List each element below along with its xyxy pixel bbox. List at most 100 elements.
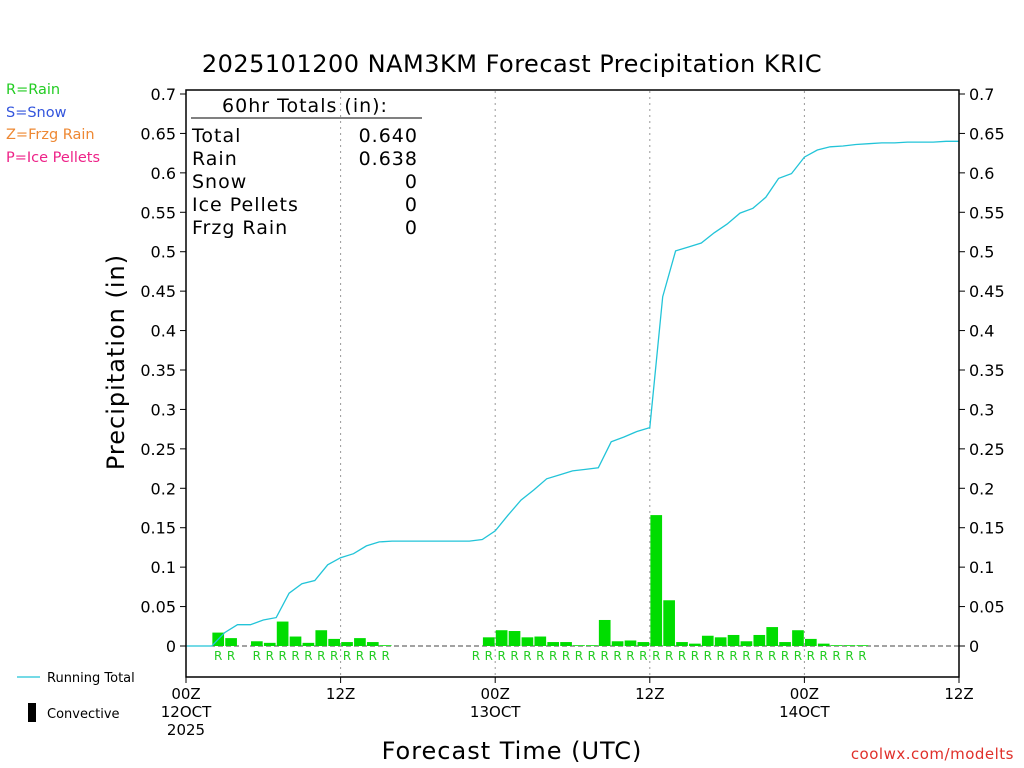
precip-bar (354, 638, 366, 646)
precip-bar (482, 637, 495, 646)
precip-type-label: R (523, 649, 531, 663)
precip-bar (547, 642, 560, 646)
precip-bar (830, 645, 843, 646)
precip-type-label: R (626, 649, 634, 663)
y-tick-label-right: 0 (969, 637, 979, 656)
y-tick-label-left: 0.3 (151, 400, 176, 419)
precip-bar (701, 635, 714, 646)
precip-bar (379, 645, 392, 646)
precip-type-label: R (227, 649, 235, 663)
precip-type-label: R (588, 649, 596, 663)
precip-bar (598, 619, 611, 646)
y-tick-label-left: 0.15 (140, 519, 176, 538)
precip-bar (585, 645, 598, 646)
precip-type-label: R (330, 649, 338, 663)
y-tick-label-right: 0.25 (969, 440, 1005, 459)
precip-type-label: R (678, 649, 686, 663)
precip-bar (276, 621, 289, 646)
y-tick-label-left: 0.45 (140, 282, 176, 301)
y-tick-label-left: 0.7 (151, 85, 176, 104)
totals-header: 60hr Totals (in): (222, 95, 388, 117)
y-tick-label-right: 0.65 (969, 124, 1005, 143)
legend-ice-pellets: P=Ice Pellets (6, 150, 101, 166)
precip-type-label: R (794, 649, 802, 663)
x-tick-label: 13OCT (470, 703, 521, 721)
precip-bar (508, 631, 521, 646)
precip-bar (779, 642, 791, 646)
y-tick-label-right: 0.45 (969, 282, 1005, 301)
precip-type-label: R (536, 649, 544, 663)
precip-type-label: R (562, 649, 570, 663)
legend-snow: S=Snow (6, 105, 67, 121)
precip-type-label: R (742, 649, 750, 663)
y-tick-label-left: 0.6 (151, 164, 176, 183)
totals-value: 0 (405, 194, 418, 216)
y-tick-label-right: 0.35 (969, 361, 1005, 380)
totals-value: 0.640 (359, 125, 418, 147)
precip-type-label: R (214, 649, 222, 663)
precip-bar (689, 643, 701, 646)
x-tick-label: 00Z (481, 685, 510, 703)
precip-type-label: R (691, 649, 699, 663)
y-tick-label-right: 0.2 (969, 479, 994, 498)
legend-rain: R=Rain (6, 82, 61, 98)
precip-type-label: R (716, 649, 724, 663)
precip-type-label: R (510, 649, 518, 663)
x-tick-label: 00Z (171, 685, 200, 703)
precip-bar (315, 630, 328, 646)
precip-type-label: R (382, 649, 390, 663)
precip-bar (289, 636, 302, 646)
precip-type-label: R (639, 649, 647, 663)
y-tick-label-right: 0.4 (969, 322, 994, 341)
precip-bar (753, 634, 766, 646)
y-tick-label-left: 0.25 (140, 440, 176, 459)
precip-bar (817, 643, 830, 646)
y-tick-label-left: 0.55 (140, 203, 176, 222)
precip-bar (624, 640, 637, 646)
precip-bar (727, 634, 740, 646)
precip-type-label: R (832, 649, 840, 663)
totals-label: Snow (192, 171, 247, 193)
precip-bar (225, 638, 237, 646)
precip-type-label: R (845, 649, 853, 663)
precip-bar (805, 638, 817, 646)
totals-label: Frzg Rain (192, 217, 288, 239)
running-total-line (186, 140, 959, 647)
legend-convective-label: Convective (47, 707, 120, 722)
precip-type-label: R (807, 649, 815, 663)
precip-type-label: R (291, 649, 299, 663)
precip-type-label: R (613, 649, 621, 663)
y-tick-label-left: 0.35 (140, 361, 176, 380)
precip-bar (302, 642, 315, 646)
x-axis-title: Forecast Time (UTC) (382, 737, 643, 765)
x-tick-label: 14OCT (779, 703, 830, 721)
precip-bar (766, 627, 779, 646)
y-tick-label-right: 0.1 (969, 558, 994, 577)
precip-type-label: R (755, 649, 763, 663)
y-axis-title: Precipitation (in) (102, 254, 130, 470)
footer-url[interactable]: coolwx.com/modelts (850, 745, 1014, 763)
precip-type-label: R (497, 649, 505, 663)
precip-type-label: R (781, 649, 789, 663)
precip-type-label: R (704, 649, 712, 663)
precip-bar (251, 641, 263, 646)
y-tick-label-left: 0.65 (140, 124, 176, 143)
legend-frzg-rain: Z=Frzg Rain (6, 127, 95, 143)
precip-bar (263, 642, 276, 646)
precip-type-label: R (729, 649, 737, 663)
precip-type-label: R (575, 649, 583, 663)
legend-running-total-label: Running Total (47, 671, 135, 686)
precip-type-label: R (472, 649, 480, 663)
y-tick-label-right: 0.05 (969, 598, 1005, 617)
precip-bar (676, 642, 688, 646)
precip-bar (534, 636, 547, 646)
y-tick-label-left: 0.05 (140, 598, 176, 617)
precip-type-label: R (278, 649, 286, 663)
y-tick-label-left: 0.2 (151, 479, 176, 498)
y-tick-label-right: 0.15 (969, 519, 1005, 538)
precip-bar (637, 642, 650, 646)
precip-type-label: R (356, 649, 364, 663)
precip-bar (714, 637, 727, 646)
y-tick-label-left: 0.5 (151, 243, 176, 262)
